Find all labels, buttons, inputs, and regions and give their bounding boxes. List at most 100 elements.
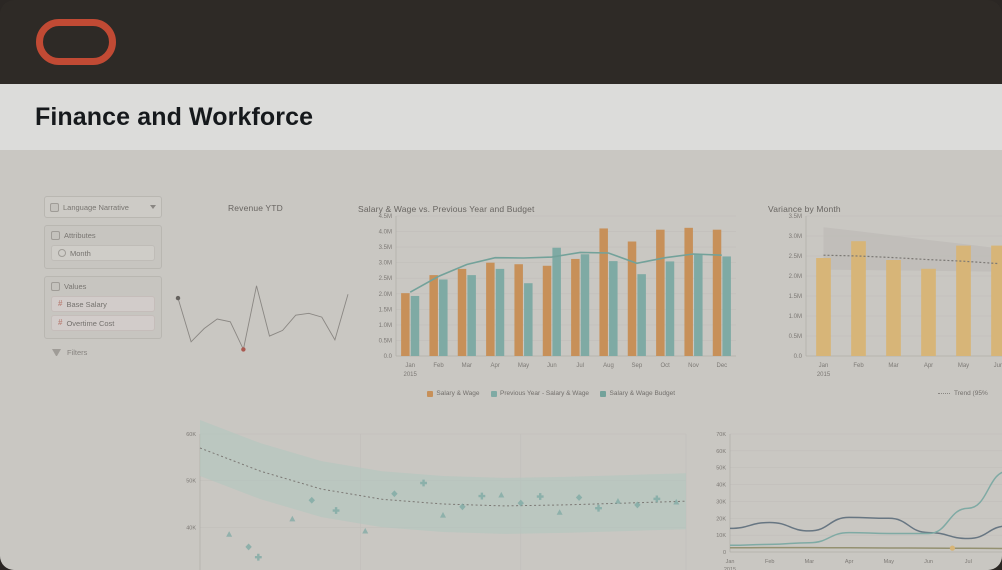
attributes-header: Attributes [51, 231, 155, 240]
svg-text:3.0M: 3.0M [789, 234, 802, 240]
svg-text:Jan: Jan [726, 559, 735, 565]
hash-icon: # [58, 318, 63, 327]
svg-text:Apr: Apr [490, 363, 499, 369]
svg-text:2.0M: 2.0M [379, 292, 392, 298]
svg-text:1.0M: 1.0M [379, 323, 392, 329]
brand-bar [0, 0, 1002, 84]
svg-text:Aug: Aug [603, 363, 614, 369]
svg-text:Dec: Dec [716, 363, 727, 369]
attribute-chip-label: Month [70, 248, 91, 258]
svg-text:0.5M: 0.5M [379, 338, 392, 344]
svg-text:Mar: Mar [462, 363, 472, 369]
values-group: Values # Base Salary # Overtime Cost [44, 276, 162, 339]
salary-wage-legend: Salary & Wage Previous Year - Salary & Wa… [356, 390, 746, 397]
svg-text:1.5M: 1.5M [379, 307, 392, 313]
value-chip-overtime-cost[interactable]: # Overtime Cost [51, 315, 155, 331]
variance-chart[interactable]: 0.0 0.5M 1.0M 1.5M 2.0M 2.5M 3.0M 3.5M Jan 2015 Fe… [766, 200, 1002, 405]
legend-label: Salary & Wage Budget [609, 390, 676, 397]
language-narrative-select[interactable]: Language Narrative [44, 196, 162, 218]
oracle-logo[interactable] [36, 19, 116, 65]
value-chip-label: Base Salary [66, 299, 107, 309]
svg-text:Jun: Jun [924, 559, 933, 565]
svg-text:2015: 2015 [817, 372, 831, 378]
funnel-icon [52, 349, 61, 356]
svg-text:10K: 10K [716, 533, 726, 539]
svg-text:4.5M: 4.5M [379, 214, 392, 220]
svg-text:40K: 40K [716, 483, 726, 489]
svg-text:60K: 60K [716, 449, 726, 455]
svg-text:70K: 70K [716, 432, 726, 438]
language-narrative-label: Language Narrative [63, 202, 129, 212]
svg-text:2.0M: 2.0M [789, 274, 802, 280]
svg-text:0.0: 0.0 [384, 354, 393, 360]
title-band: Finance and Workforce [0, 84, 1002, 150]
revenue-ytd-chart[interactable] [168, 200, 358, 370]
svg-text:50K: 50K [716, 466, 726, 472]
salary-wage-chart[interactable]: 0.0 0.5M 1.0M 1.5M 2.0M 2.5M 3.0M 3.5M 4.0M 4.5M J… [356, 200, 746, 405]
svg-text:May: May [518, 363, 529, 369]
legend-swatch [490, 390, 497, 397]
svg-text:Sep: Sep [631, 363, 642, 369]
svg-text:Jan: Jan [405, 363, 415, 369]
svg-text:Jul: Jul [576, 363, 584, 369]
variance-title: Variance by Month [768, 204, 841, 214]
control-panel: Language Narrative Attributes Month Valu… [44, 196, 162, 357]
revenue-ytd-title: Revenue YTD [228, 203, 283, 213]
filters-button[interactable]: Filters [44, 348, 162, 357]
svg-text:Jul: Jul [965, 559, 972, 565]
svg-text:1.5M: 1.5M [789, 294, 802, 300]
out-of-policy-chart[interactable]: 0 10K 20K 30K 40K 50K 60K 70K Jan 2015 Feb Mar Apr Ma… [700, 420, 1002, 570]
attribute-chip-month[interactable]: Month [51, 245, 155, 261]
legend-item[interactable]: Previous Year - Salary & Wage [490, 390, 590, 397]
svg-text:Jun: Jun [994, 363, 1002, 369]
svg-text:May: May [884, 559, 895, 565]
svg-text:Oct: Oct [660, 363, 670, 369]
grid-icon [51, 231, 60, 240]
trend-legend-label: Trend (95% [954, 390, 988, 397]
grid-icon [51, 282, 60, 291]
svg-text:Mar: Mar [888, 363, 898, 369]
legend-label: Salary & Wage [436, 390, 480, 397]
svg-text:50K: 50K [186, 479, 196, 485]
svg-text:Feb: Feb [433, 363, 444, 369]
value-chip-base-salary[interactable]: # Base Salary [51, 296, 155, 312]
svg-text:Nov: Nov [688, 363, 699, 369]
dotted-line-icon [938, 393, 950, 394]
svg-text:May: May [958, 363, 969, 369]
svg-text:0.5M: 0.5M [789, 334, 802, 340]
variance-trend-legend: Trend (95% [938, 390, 988, 397]
svg-text:Jun: Jun [547, 363, 557, 369]
svg-text:40K: 40K [186, 525, 196, 531]
svg-text:2015: 2015 [403, 372, 417, 378]
legend-item[interactable]: Salary & Wage Budget [600, 390, 675, 397]
svg-text:60K: 60K [186, 432, 196, 438]
svg-text:3.5M: 3.5M [789, 214, 802, 220]
legend-item[interactable]: Salary & Wage [426, 390, 480, 397]
svg-text:Apr: Apr [845, 559, 854, 565]
svg-text:1.0M: 1.0M [789, 314, 802, 320]
svg-text:3.0M: 3.0M [379, 261, 392, 267]
svg-text:30K: 30K [716, 499, 726, 505]
filters-label: Filters [67, 348, 88, 357]
svg-text:Jan: Jan [819, 363, 829, 369]
chevron-down-icon[interactable] [150, 205, 156, 209]
values-header: Values [51, 282, 155, 291]
dashboard-canvas: Language Narrative Attributes Month Valu… [0, 150, 1002, 570]
svg-text:0.0: 0.0 [794, 354, 803, 360]
value-chip-label: Overtime Cost [66, 318, 115, 328]
legend-label: Previous Year - Salary & Wage [500, 390, 590, 397]
svg-text:4.0M: 4.0M [379, 230, 392, 236]
narrative-icon [50, 202, 59, 212]
hash-icon: # [58, 299, 63, 308]
salary-wage-title: Salary & Wage vs. Previous Year and Budg… [358, 204, 535, 214]
values-label: Values [64, 282, 87, 291]
legend-swatch [600, 390, 607, 397]
svg-text:3.5M: 3.5M [379, 245, 392, 251]
svg-text:0: 0 [723, 550, 726, 556]
svg-text:20K: 20K [716, 516, 726, 522]
svg-text:2015: 2015 [724, 567, 736, 570]
legend-swatch [426, 390, 433, 397]
leavers-distribution-chart[interactable]: 40K 50K 60K [166, 420, 687, 570]
svg-text:Apr: Apr [924, 363, 933, 369]
svg-text:Feb: Feb [765, 559, 774, 565]
